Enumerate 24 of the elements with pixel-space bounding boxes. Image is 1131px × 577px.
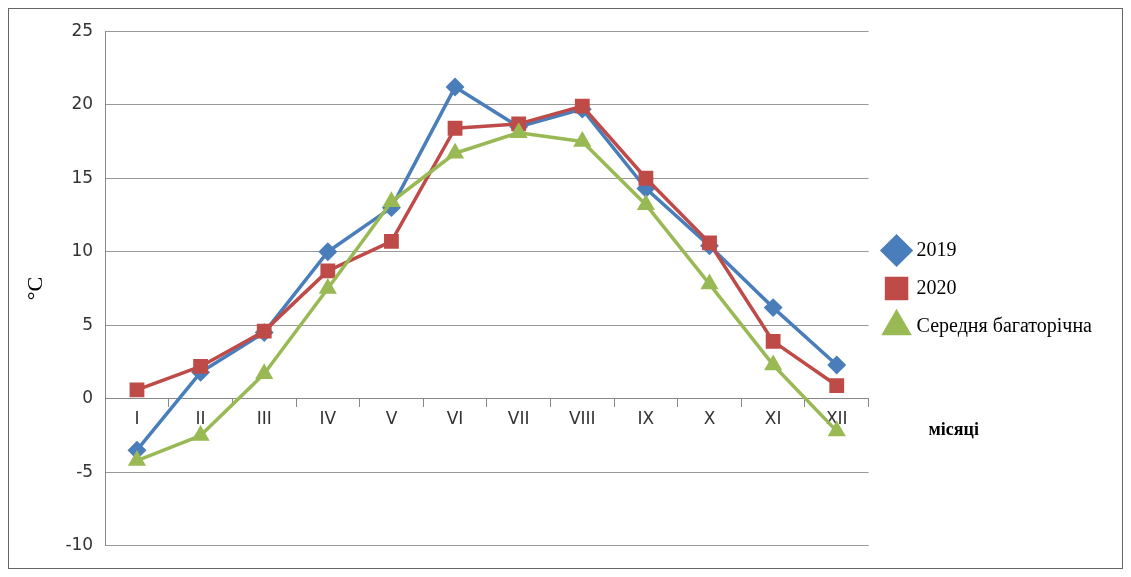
y-tick-label: 25 — [71, 19, 94, 40]
y-tick-label: -10 — [65, 534, 94, 555]
x-tick-label: II — [195, 408, 206, 429]
x-tick-label: XI — [764, 408, 782, 429]
x-tick-label: VIII — [568, 408, 596, 429]
x-tick-label: VII — [507, 408, 530, 429]
y-tick-label: 10 — [71, 240, 94, 261]
x-tick-label: X — [703, 408, 716, 429]
x-tick-label: V — [385, 408, 398, 429]
y-tick-label: 0 — [82, 387, 94, 408]
x-tick-label: III — [256, 408, 272, 429]
y-tick-label: 15 — [71, 166, 94, 187]
x-tick-label: VI — [446, 408, 464, 429]
x-tick-label: IV — [319, 408, 337, 429]
legend-label: 2019 — [916, 237, 957, 260]
x-tick-label: IX — [637, 408, 655, 429]
legend-label: Середня багаторічна — [916, 313, 1093, 337]
y-tick-label: 5 — [82, 313, 94, 334]
y-axis-title: °С — [21, 276, 47, 301]
y-tick-label: 20 — [71, 93, 94, 114]
x-axis-title: місяці — [928, 419, 979, 440]
y-tick-label: -5 — [76, 460, 94, 481]
legend-label: 2020 — [916, 275, 957, 298]
x-tick-label: I — [134, 408, 140, 429]
